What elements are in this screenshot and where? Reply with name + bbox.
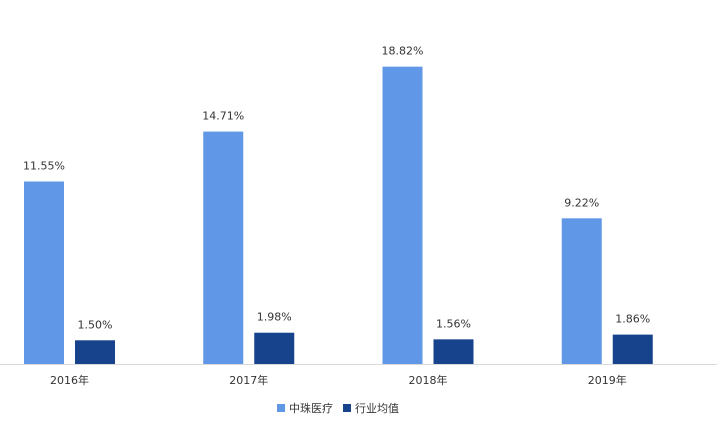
data-label-series-2-3: 1.56%	[436, 317, 471, 330]
data-labels-layer: 11.55% 1.50% 14.71% 1.98% 18.82% 1.56% 9.22% 1.…	[23, 45, 650, 332]
bar-series-2-2	[254, 332, 295, 364]
legend-swatch-1	[277, 404, 285, 412]
data-label-series-1-1: 11.55%	[23, 160, 65, 173]
data-label-series-2-4: 1.86%	[615, 313, 650, 326]
legend-label-2: 行业均值	[355, 402, 399, 415]
bar-series-2-1	[75, 340, 115, 364]
data-label-series-1-3: 18.82%	[382, 45, 424, 58]
bar-series-2-3	[433, 339, 474, 364]
x-tick-label-3: 2018年	[409, 373, 448, 387]
legend-label-1: 中珠医疗	[289, 401, 333, 415]
legend: 中珠医疗 行业均值	[277, 401, 399, 415]
bar-series-2-4	[612, 334, 653, 364]
bars-layer	[24, 66, 653, 365]
data-label-series-1-4: 9.22%	[564, 196, 599, 209]
bar-series-1-2	[203, 131, 244, 364]
data-label-series-2-1: 1.50%	[78, 318, 113, 331]
x-tick-label-2: 2017年	[229, 373, 268, 387]
bar-series-1-4	[561, 218, 602, 364]
x-tick-label-4: 2019年	[588, 373, 627, 387]
bar-series-1-3	[382, 66, 423, 365]
data-label-series-2-2: 1.98%	[257, 311, 292, 324]
data-label-series-1-2: 14.71%	[202, 110, 244, 123]
x-tick-label-1: 2016年	[50, 373, 89, 387]
bar-series-1-1	[24, 181, 64, 364]
x-axis-ticks: 2016年 2017年 2018年 2019年	[50, 373, 627, 387]
legend-swatch-2	[343, 404, 351, 412]
